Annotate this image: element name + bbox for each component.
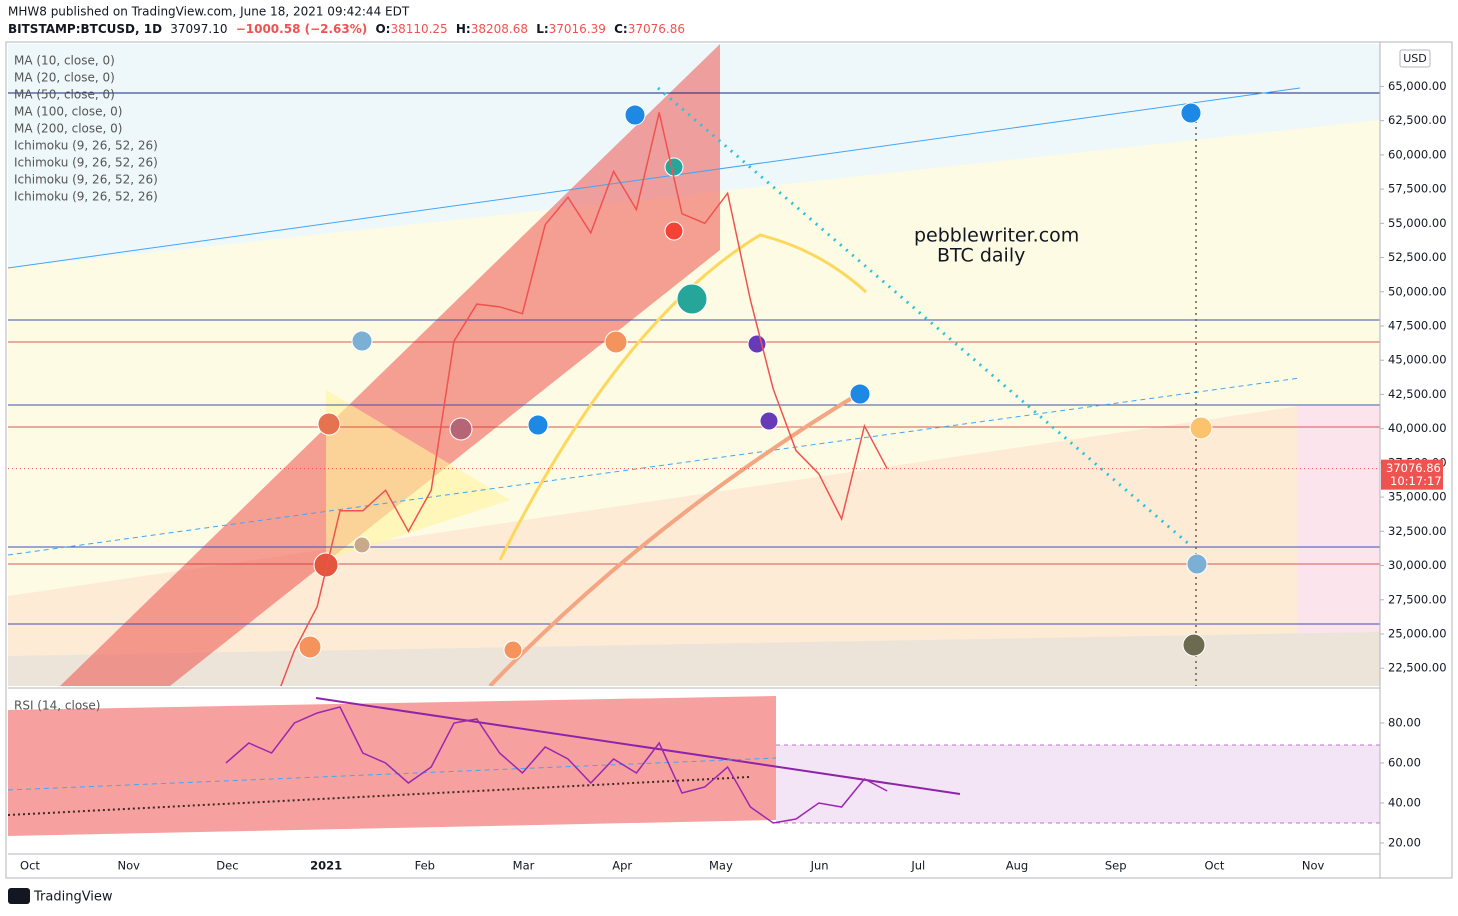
- indicator-label: MA (100, close, 0): [14, 105, 122, 119]
- countdown: 10:17:17: [1390, 474, 1442, 488]
- x-tick-label: Feb: [415, 859, 435, 873]
- axes: 22,500.00 25,000.00 27,500.00 30,000.00 32,5…: [8, 79, 1447, 873]
- series-line: [280, 112, 888, 686]
- x-tick-label: 2021: [310, 859, 342, 873]
- price-plot: [280, 112, 888, 686]
- y-tick-label: 20.00: [1388, 836, 1421, 850]
- open-label: O:: [375, 22, 390, 36]
- x-tick-label: May: [709, 859, 733, 873]
- x-tick-label: Mar: [513, 859, 535, 873]
- high-label: H:: [456, 22, 471, 36]
- x-tick-label: Sep: [1105, 859, 1127, 873]
- x-tick-label: Oct: [20, 859, 40, 873]
- y-tick-label: 40,000.00: [1388, 421, 1447, 435]
- symbol-line: BITSTAMP:BTCUSD, 1D 37097.10 −1000.58 (−…: [8, 22, 685, 36]
- x-tick-label: Jul: [910, 859, 925, 873]
- series-line: [225, 706, 888, 824]
- low-label: L:: [536, 22, 548, 36]
- x-tick-label: Apr: [612, 859, 632, 873]
- y-tick-label: 40.00: [1388, 796, 1421, 810]
- rsi-drawings: [8, 696, 1380, 836]
- high: 38208.68: [471, 22, 528, 36]
- open: 38110.25: [390, 22, 447, 36]
- y-tick-label: 50,000.00: [1388, 284, 1447, 298]
- symbol: BITSTAMP:BTCUSD, 1D: [8, 22, 162, 36]
- rsi-plot: [225, 706, 888, 824]
- x-tick-label: Nov: [1302, 859, 1325, 873]
- y-tick-label: 35,000.00: [1388, 490, 1447, 504]
- change: −1000.58 (−2.63%): [236, 22, 368, 36]
- y-tick-label: 62,500.00: [1388, 113, 1447, 127]
- y-tick-label: 80.00: [1388, 716, 1421, 730]
- indicator-label: Ichimoku (9, 26, 52, 26): [14, 190, 158, 204]
- y-tick-label: 27,500.00: [1388, 592, 1447, 606]
- x-tick-label: Aug: [1006, 859, 1028, 873]
- y-tick-label: 60,000.00: [1388, 147, 1447, 161]
- price-tag: [1381, 459, 1443, 490]
- y-tick-label: 32,500.00: [1388, 524, 1447, 538]
- currency-badge[interactable]: [1399, 49, 1431, 68]
- y-tick-label: 30,000.00: [1388, 558, 1447, 572]
- indicator-label: MA (200, close, 0): [14, 122, 122, 136]
- close-label: C:: [614, 22, 628, 36]
- logo: [8, 888, 30, 904]
- y-tick-label: 55,000.00: [1388, 216, 1447, 230]
- annotation: pebblewriter.com: [914, 225, 1079, 247]
- indicator-label: MA (20, close, 0): [14, 71, 115, 85]
- y-tick-label: 52,500.00: [1388, 250, 1447, 264]
- indicator-label: Ichimoku (9, 26, 52, 26): [14, 139, 158, 153]
- y-tick-label: 47,500.00: [1388, 318, 1447, 332]
- indicator-label: MA (50, close, 0): [14, 88, 115, 102]
- annotation: BTC daily: [937, 245, 1025, 267]
- frame: [5, 41, 1453, 879]
- indicator-label: Ichimoku (9, 26, 52, 26): [14, 173, 158, 187]
- rsi-title: RSI (14, close): [14, 699, 100, 713]
- indicator-label: MA (10, close, 0): [14, 54, 115, 68]
- y-tick-label: 22,500.00: [1388, 661, 1447, 675]
- x-tick-label: Nov: [117, 859, 140, 873]
- indicator-label: Ichimoku (9, 26, 52, 26): [14, 156, 158, 170]
- x-tick-label: Dec: [216, 859, 238, 873]
- y-tick-label: 65,000.00: [1388, 79, 1447, 93]
- currency: USD: [1403, 52, 1427, 65]
- x-tick-label: Jun: [810, 859, 829, 873]
- drawings: [8, 44, 1380, 686]
- footer: TradingView: [33, 890, 113, 905]
- last-price: 37097.10: [170, 22, 227, 36]
- y-tick-label: 25,000.00: [1388, 626, 1447, 640]
- y-tick-label: 42,500.00: [1388, 387, 1447, 401]
- low: 37016.39: [549, 22, 606, 36]
- y-tick-label: 60.00: [1388, 756, 1421, 770]
- publisher: MHW8 published on TradingView.com, June …: [8, 5, 410, 19]
- price-tag-value: 37076.86: [1386, 461, 1441, 475]
- y-tick-label: 45,000.00: [1388, 353, 1447, 367]
- x-tick-label: Oct: [1204, 859, 1224, 873]
- close: 37076.86: [628, 22, 685, 36]
- y-tick-label: 57,500.00: [1388, 182, 1447, 196]
